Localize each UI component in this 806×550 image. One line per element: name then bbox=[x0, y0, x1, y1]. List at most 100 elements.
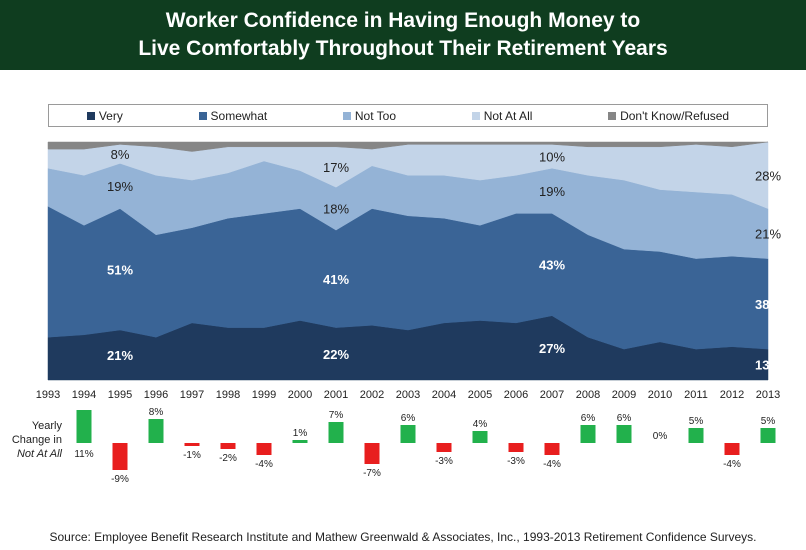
year-tick-2007: 2007 bbox=[540, 389, 564, 401]
area-label-not-too-2001: 18% bbox=[323, 202, 349, 217]
change-bar-2006 bbox=[508, 443, 524, 452]
year-tick-2010: 2010 bbox=[648, 389, 672, 401]
yearly-change-bars: 11% -9% 8% -1% -2% -4% 1% 7% -7% 6% -3% 4% -3% -4% 6% 6… bbox=[74, 407, 776, 485]
area-label-somewhat-2013: 38% bbox=[755, 297, 781, 312]
year-tick-2012: 2012 bbox=[720, 389, 744, 401]
change-label-2011: 5% bbox=[689, 416, 704, 427]
change-label-2003: 6% bbox=[401, 413, 416, 424]
stacked-area-plot bbox=[47, 141, 769, 381]
change-label-2004: -3% bbox=[435, 456, 453, 467]
change-bar-1994 bbox=[76, 410, 92, 443]
change-bar-1996 bbox=[148, 419, 164, 443]
area-data-labels: 21% 51% 19% 8% 22% 41% 18% 17% 27% 43% 19% 10% 13% 38… bbox=[107, 147, 781, 373]
change-bar-2012 bbox=[724, 443, 740, 455]
change-label-2002: -7% bbox=[363, 468, 381, 479]
change-label-2008: 6% bbox=[581, 413, 596, 424]
change-bar-2000 bbox=[292, 440, 308, 443]
change-axis-label-2: Change in bbox=[12, 434, 62, 446]
year-tick-2011: 2011 bbox=[684, 389, 708, 401]
legend-label-somewhat: Somewhat bbox=[210, 108, 268, 123]
year-tick-2003: 2003 bbox=[396, 389, 420, 401]
change-label-2012: -4% bbox=[723, 459, 741, 470]
area-label-very-2013: 13% bbox=[755, 358, 781, 373]
change-label-2005: 4% bbox=[473, 419, 488, 430]
change-bar-1997 bbox=[184, 443, 200, 446]
year-tick-1997: 1997 bbox=[180, 389, 204, 401]
area-label-very-2007: 27% bbox=[539, 341, 565, 356]
change-bar-1999 bbox=[256, 443, 272, 455]
change-bar-2002 bbox=[364, 443, 380, 464]
legend-label-don-t-know-refused: Don't Know/Refused bbox=[620, 108, 730, 123]
change-bar-2008 bbox=[580, 425, 596, 443]
year-tick-1996: 1996 bbox=[144, 389, 168, 401]
legend-label-not-too: Not Too bbox=[354, 108, 397, 123]
change-label-2001: 7% bbox=[329, 410, 344, 421]
legend-swatch-very bbox=[86, 111, 95, 120]
change-label-1994: 11% bbox=[74, 449, 93, 460]
change-bar-2013 bbox=[760, 428, 776, 443]
change-label-1999: -4% bbox=[255, 459, 273, 470]
area-label-not-too-2013: 21% bbox=[755, 227, 781, 242]
change-bar-2009 bbox=[616, 425, 632, 443]
area-label-not-too-1995: 19% bbox=[107, 179, 133, 194]
change-label-2007: -4% bbox=[543, 459, 561, 470]
area-label-very-1995: 21% bbox=[107, 348, 133, 363]
year-axis: 1993 1994 1995 1996 1997 1998 1999 2000 2001 2002… bbox=[36, 389, 780, 401]
year-tick-1995: 1995 bbox=[108, 389, 132, 401]
change-bar-2005 bbox=[472, 431, 488, 443]
change-axis-label-1: Yearly bbox=[32, 420, 63, 432]
year-tick-2005: 2005 bbox=[468, 389, 492, 401]
year-tick-1998: 1998 bbox=[216, 389, 240, 401]
area-label-somewhat-1995: 51% bbox=[107, 262, 133, 277]
change-label-1997: -1% bbox=[183, 450, 201, 461]
change-bar-1998 bbox=[220, 443, 236, 449]
year-tick-2002: 2002 bbox=[360, 389, 384, 401]
legend-label-not-at-all: Not At All bbox=[483, 108, 533, 123]
legend-swatch-don-t-know-refused bbox=[608, 111, 617, 120]
year-tick-2008: 2008 bbox=[576, 389, 600, 401]
area-label-not-at-all-2007: 10% bbox=[539, 149, 565, 164]
legend-item-don-t-know-refused: Don't Know/Refused bbox=[608, 109, 729, 123]
chart-title-line-1: Worker Confidence in Having Enough Money… bbox=[165, 9, 641, 32]
change-label-1998: -2% bbox=[219, 453, 237, 464]
change-bar-2011 bbox=[688, 428, 704, 443]
chart-title-line-2: Live Comfortably Throughout Their Retire… bbox=[138, 37, 668, 60]
legend-swatch-not-at-all bbox=[471, 111, 480, 120]
area-series-don-t-know-refused bbox=[47, 141, 769, 152]
year-tick-1993: 1993 bbox=[36, 389, 60, 401]
change-label-2013: 5% bbox=[761, 416, 776, 427]
year-tick-1999: 1999 bbox=[252, 389, 276, 401]
area-label-very-2001: 22% bbox=[323, 347, 349, 362]
year-tick-2004: 2004 bbox=[432, 389, 456, 401]
area-label-not-too-2007: 19% bbox=[539, 184, 565, 199]
year-tick-2013: 2013 bbox=[756, 389, 780, 401]
chart-header: Worker Confidence in Having Enough Money… bbox=[0, 0, 806, 70]
change-label-2000: 1% bbox=[293, 428, 308, 439]
change-bar-2007 bbox=[544, 443, 560, 455]
change-label-1996: 8% bbox=[149, 407, 164, 418]
area-label-somewhat-2001: 41% bbox=[323, 272, 349, 287]
area-label-somewhat-2007: 43% bbox=[539, 258, 565, 273]
chart-area: 21% 51% 19% 8% 22% 41% 18% 17% 27% 43% 19% 10% 13% 38… bbox=[12, 141, 781, 485]
legend-label-very: Very bbox=[98, 108, 123, 123]
legend-item-somewhat: Somewhat bbox=[198, 108, 268, 123]
change-axis-label-3: Not At All bbox=[17, 448, 63, 460]
year-tick-2009: 2009 bbox=[612, 389, 636, 401]
change-label-1995: -9% bbox=[111, 474, 129, 485]
legend-item-not-too: Not Too bbox=[342, 108, 397, 123]
area-label-not-at-all-2001: 17% bbox=[323, 160, 349, 175]
source-note: Source: Employee Benefit Research Instit… bbox=[49, 530, 757, 544]
change-label-2010: 0% bbox=[653, 431, 668, 442]
year-tick-2006: 2006 bbox=[504, 389, 528, 401]
legend-item-very: Very bbox=[86, 108, 123, 123]
change-bar-2003 bbox=[400, 425, 416, 443]
change-label-2006: -3% bbox=[507, 456, 525, 467]
legend-swatch-somewhat bbox=[198, 111, 207, 120]
chart-legend: Very Somewhat Not Too Not At All Don't Know/… bbox=[48, 104, 768, 127]
change-label-2009: 6% bbox=[617, 413, 632, 424]
area-label-not-at-all-1995: 8% bbox=[111, 147, 130, 162]
year-tick-2001: 2001 bbox=[324, 389, 348, 401]
legend-swatch-not-too bbox=[342, 111, 351, 120]
change-bar-2001 bbox=[328, 422, 344, 443]
change-bar-2004 bbox=[436, 443, 452, 452]
